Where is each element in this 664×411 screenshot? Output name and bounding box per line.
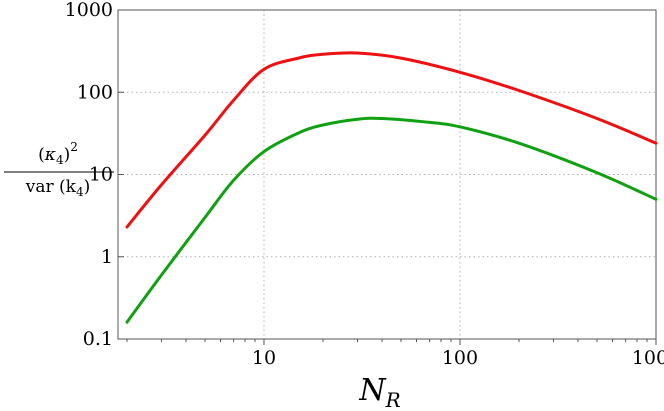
series-group [125, 51, 658, 324]
series-line-red [125, 51, 658, 229]
x-tick-label: 100 [442, 347, 478, 369]
grid [118, 10, 656, 339]
y-axis-label-denominator: var (k4) [25, 177, 90, 199]
series-line-green [125, 116, 658, 324]
x-tick-label: 10 [252, 347, 276, 369]
x-tick-label: 1000 [632, 347, 664, 369]
y-tick-label: 100 [77, 81, 113, 103]
y-tick-label: 10 [89, 164, 113, 186]
plot-frame [117, 9, 657, 340]
ticks: 10 100 1000 0.1 1 10 100 1000 [65, 0, 664, 369]
y-axis-label-numerator: (κ4)2 [38, 140, 78, 167]
y-tick-label: 0.1 [83, 328, 113, 350]
x-axis-label: NR [358, 373, 400, 411]
y-tick-label: 1 [101, 246, 113, 268]
y-tick-label: 1000 [65, 0, 113, 21]
y-axis-label: (κ4)2 var (k4) [4, 140, 114, 199]
